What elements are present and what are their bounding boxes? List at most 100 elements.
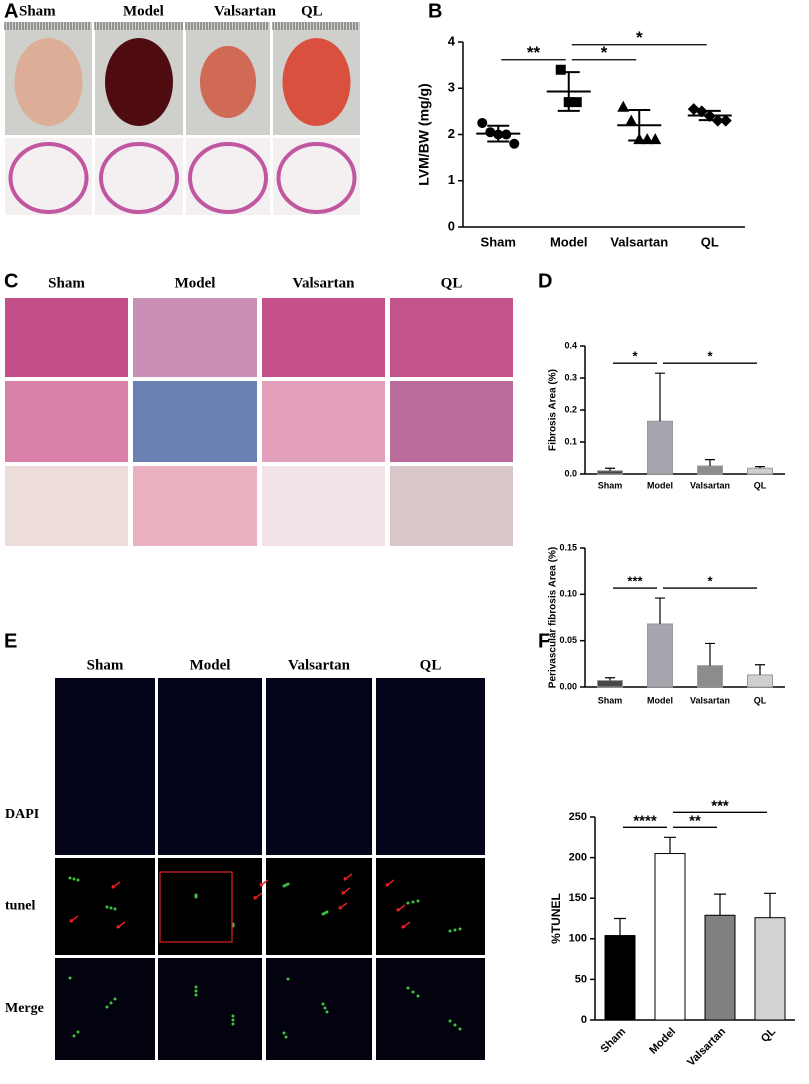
point <box>625 114 638 126</box>
significance-label: * <box>636 28 643 47</box>
tunel-dot <box>411 990 415 994</box>
tunel-dot <box>68 876 72 880</box>
y-tick-label: 250 <box>569 811 587 823</box>
tunel-dot <box>194 993 198 997</box>
tunel-dot <box>231 1018 235 1022</box>
bar <box>747 674 773 688</box>
tunel-dot <box>458 927 462 931</box>
y-tick-label: 0.15 <box>559 542 577 552</box>
y-tick-label: 3 <box>448 80 455 95</box>
panel-label: A <box>4 0 18 22</box>
histology-image <box>262 466 385 546</box>
highlight-box <box>159 871 233 943</box>
fluorescence-image <box>158 858 262 955</box>
point <box>509 138 520 149</box>
tunel-dot <box>453 1023 457 1027</box>
tunel-dot <box>194 989 198 993</box>
tunel-dot <box>284 1035 288 1039</box>
red-arrow <box>341 887 351 895</box>
bar <box>597 680 623 688</box>
section-ring <box>8 142 89 214</box>
y-tick-label: 0.4 <box>564 340 577 350</box>
red-arrow <box>69 915 79 923</box>
red-arrow <box>338 902 348 910</box>
panel-label: D <box>538 270 552 292</box>
column-label: Valsartan <box>288 657 351 673</box>
red-arrow <box>385 879 395 887</box>
tunel-dot <box>72 877 76 881</box>
point <box>477 117 488 128</box>
section-bg <box>186 138 270 215</box>
x-tick-label: Sham <box>598 695 623 705</box>
histology-image <box>262 298 385 377</box>
tunel-dot <box>76 1030 80 1034</box>
error-bar <box>557 71 580 112</box>
histology-image <box>133 298 257 377</box>
panel-label: B <box>428 0 442 22</box>
fluorescence-image <box>55 958 155 1060</box>
histology-image <box>390 466 513 546</box>
point <box>719 114 732 127</box>
significance-label: ** <box>527 43 541 62</box>
histology-image <box>5 381 128 462</box>
fluorescence-image <box>376 958 485 1060</box>
tunel-dot <box>453 928 457 932</box>
red-arrow <box>259 879 269 887</box>
panel-label: C <box>4 270 18 292</box>
error-bar <box>605 677 615 681</box>
point <box>485 127 496 138</box>
tunel-dot <box>406 986 410 990</box>
x-tick-label: QL <box>759 1025 778 1044</box>
tunel-dot <box>109 1001 113 1005</box>
tunel-dot <box>406 901 410 905</box>
y-axis-label: Perivascular fibrosis Area (%) <box>548 547 559 688</box>
histology-image <box>133 466 257 546</box>
section-bg <box>5 138 92 215</box>
fluorescence-image <box>55 858 155 955</box>
y-axis-label: LVM/BW (mg/g) <box>416 83 432 185</box>
y-tick-label: 2 <box>448 126 455 141</box>
fluorescence-image <box>158 678 262 855</box>
tunel-dot <box>231 1022 235 1026</box>
y-tick-label: 50 <box>575 973 587 985</box>
heart <box>14 38 83 126</box>
tunel-dot <box>194 985 198 989</box>
significance-label: * <box>707 349 713 364</box>
bar <box>697 465 723 475</box>
x-tick-label: Valsartan <box>690 695 730 705</box>
x-tick-label: Model <box>647 695 673 705</box>
row-label: Merge <box>5 1001 44 1016</box>
error-bar <box>655 597 665 624</box>
heart <box>200 46 256 118</box>
bar <box>754 917 786 1021</box>
tunel-dot <box>416 994 420 998</box>
tunel-dot <box>323 1006 327 1010</box>
bar <box>604 935 636 1021</box>
error-bar <box>628 108 651 142</box>
red-arrow <box>111 881 121 889</box>
histology-image <box>390 381 513 462</box>
x-tick-label: Valsartan <box>690 480 730 490</box>
tunel-dot <box>113 907 117 911</box>
tunel-dot <box>321 912 325 916</box>
row-label: DAPI <box>5 807 39 822</box>
y-tick-label: 0.2 <box>564 404 577 414</box>
point <box>649 133 662 145</box>
y-tick-label: 0.00 <box>559 681 577 691</box>
column-label: QL <box>420 657 442 673</box>
red-arrow <box>253 892 263 900</box>
x-tick-label: Sham <box>598 1026 628 1056</box>
x-tick-label: Model <box>550 234 588 249</box>
section-ring <box>188 142 268 214</box>
tunel-dot <box>105 905 109 909</box>
column-label: Sham <box>87 657 124 673</box>
y-tick-label: 100 <box>569 933 587 945</box>
y-tick-label: 150 <box>569 892 587 904</box>
tunel-dot <box>448 1019 452 1023</box>
tunel-dot <box>194 895 198 899</box>
red-arrow <box>343 873 353 881</box>
heart <box>105 38 173 126</box>
panel-label: E <box>4 630 17 652</box>
